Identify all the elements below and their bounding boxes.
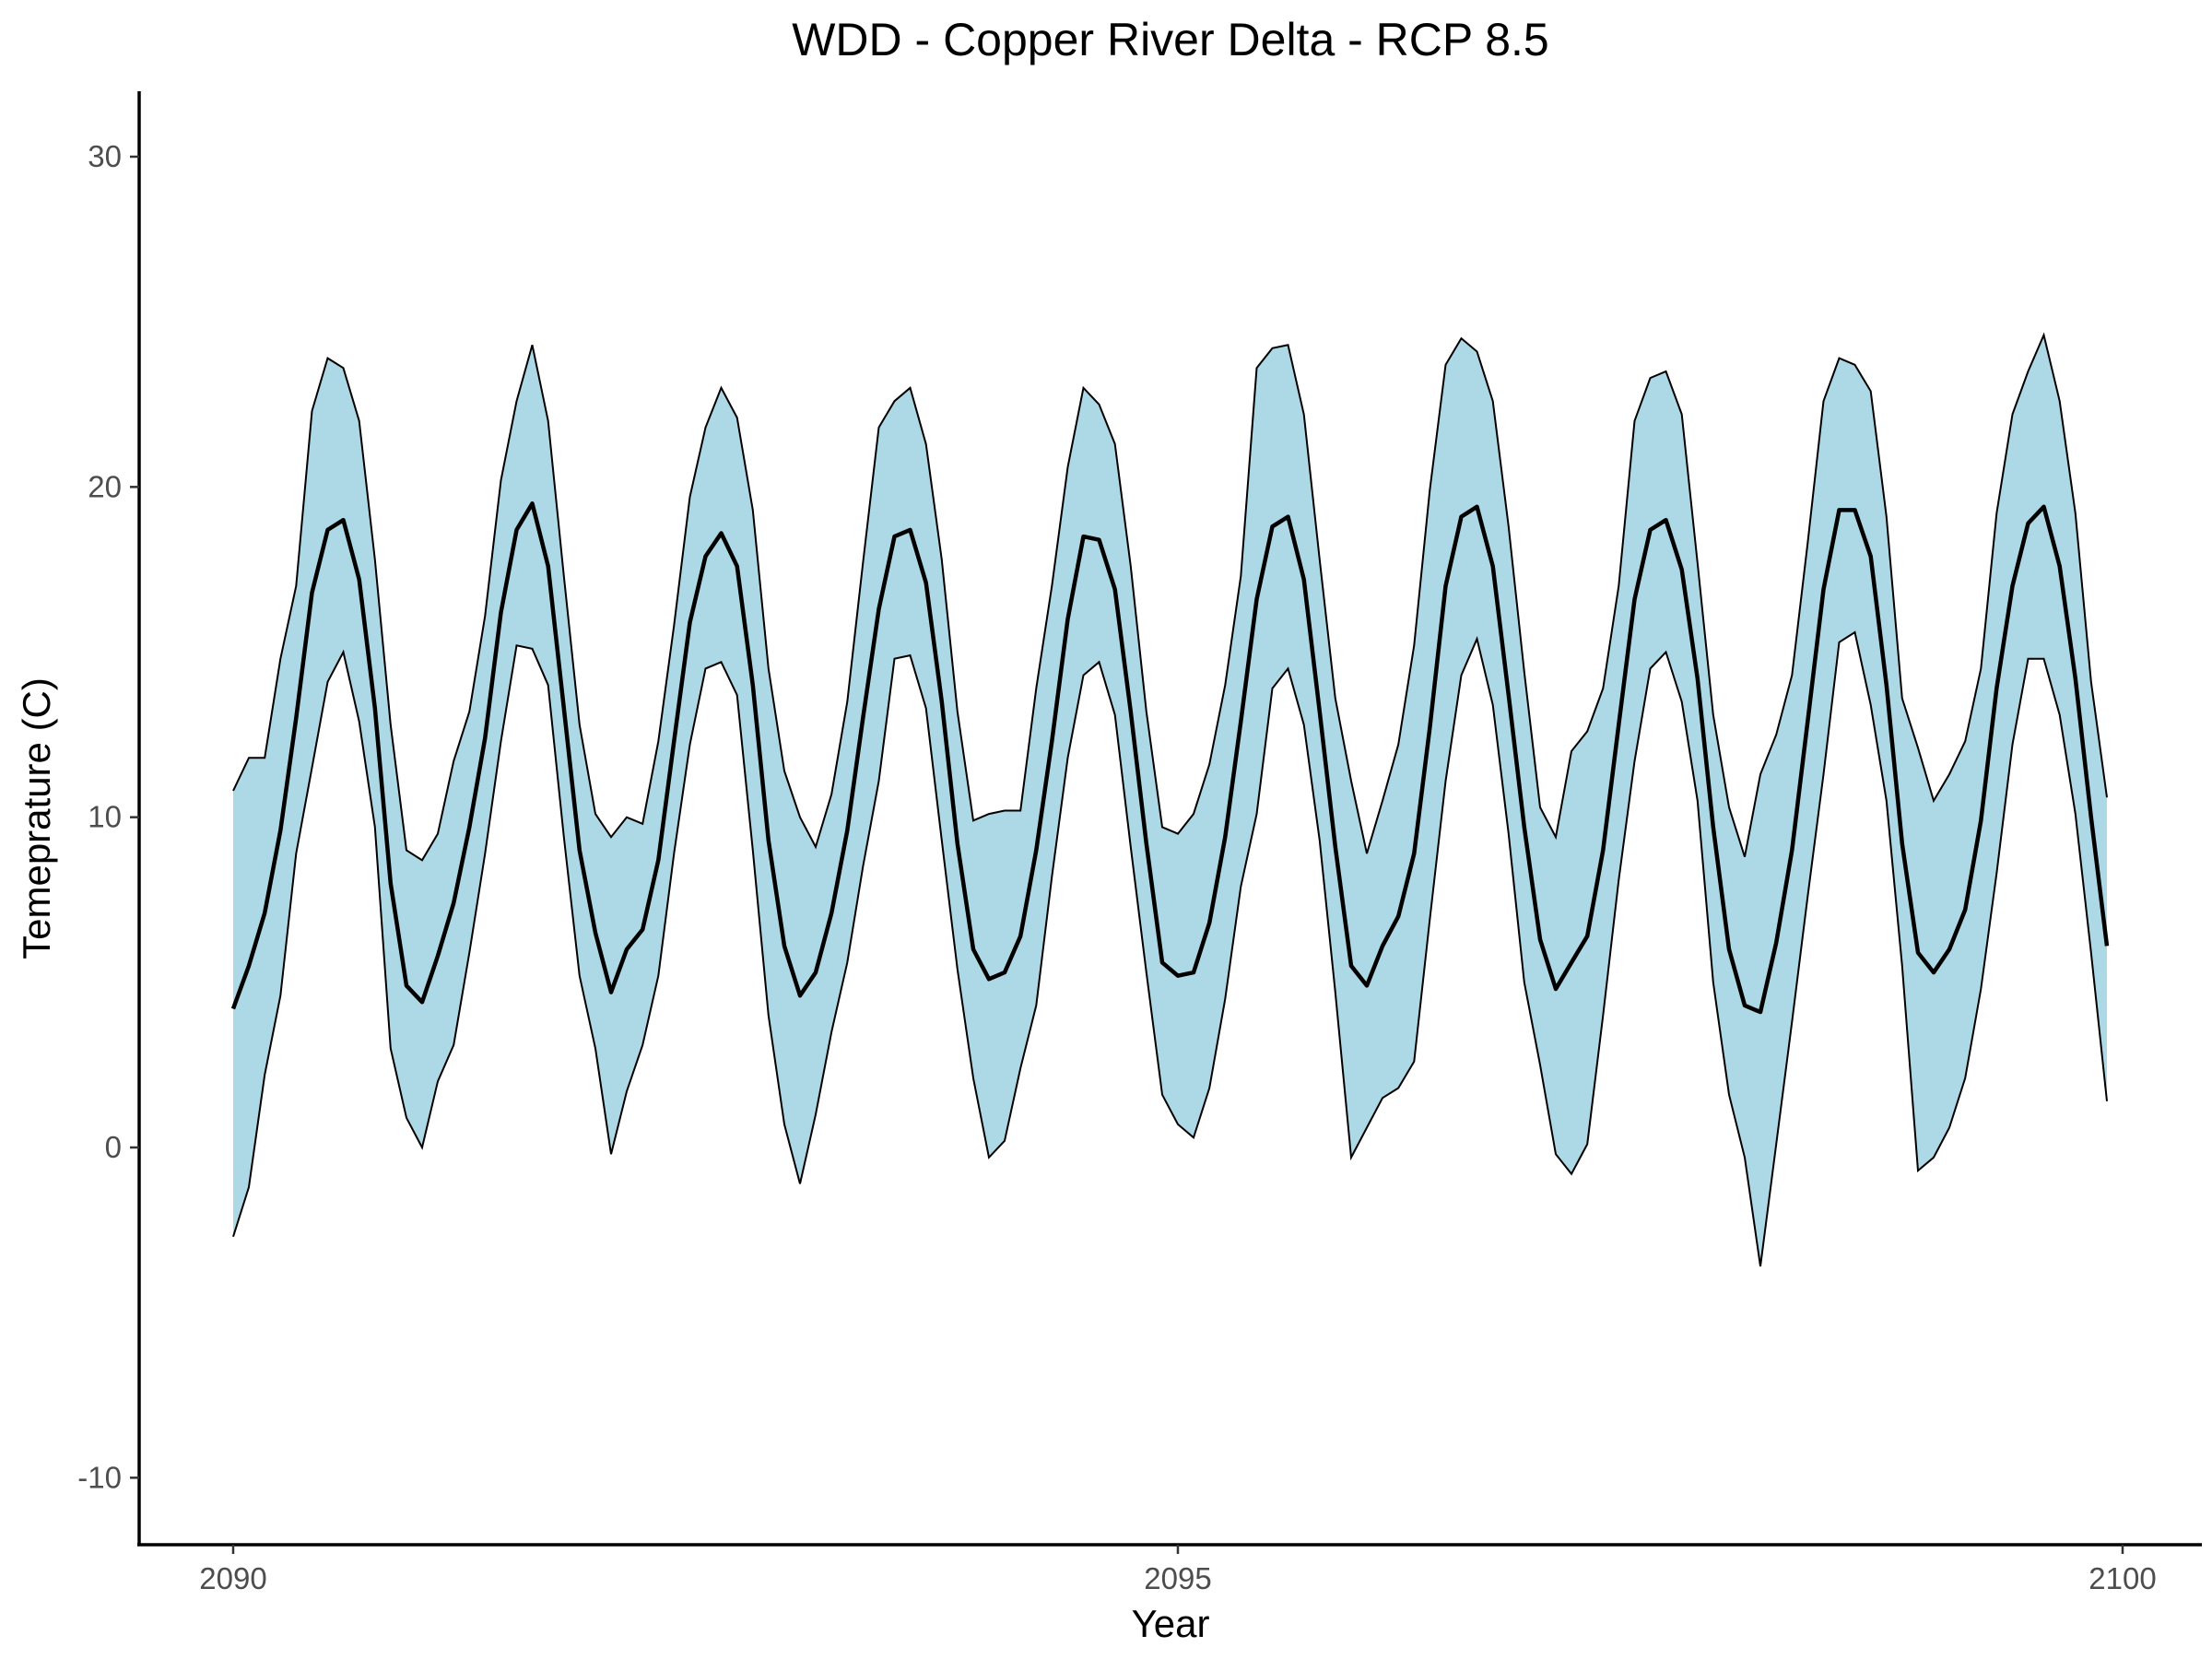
chart-title: WDD - Copper River Delta - RCP 8.5 bbox=[792, 14, 1549, 65]
y-tick-label: 30 bbox=[88, 139, 122, 173]
y-axis-title: Temeprature (C) bbox=[15, 677, 58, 959]
y-axis-ticks: -10 0 10 20 30 bbox=[77, 139, 139, 1494]
y-tick-label: 0 bbox=[105, 1130, 122, 1164]
upper-bound-line bbox=[232, 332, 2108, 862]
y-tick-label: -10 bbox=[77, 1460, 122, 1494]
lower-bound-line bbox=[232, 630, 2108, 1267]
mean-line bbox=[230, 501, 2110, 1015]
x-tick-label: 2100 bbox=[2088, 1561, 2156, 1595]
y-tick-label: 10 bbox=[88, 800, 122, 834]
x-tick-label: 2095 bbox=[1144, 1561, 1211, 1595]
plot-area bbox=[230, 332, 2110, 1267]
x-axis-title: Year bbox=[1132, 1602, 1210, 1645]
x-tick-label: 2090 bbox=[199, 1561, 266, 1595]
y-tick-label: 20 bbox=[88, 469, 122, 503]
x-axis-ticks: 2090 2095 2100 bbox=[199, 1545, 2157, 1595]
confidence-band bbox=[233, 335, 2107, 1266]
